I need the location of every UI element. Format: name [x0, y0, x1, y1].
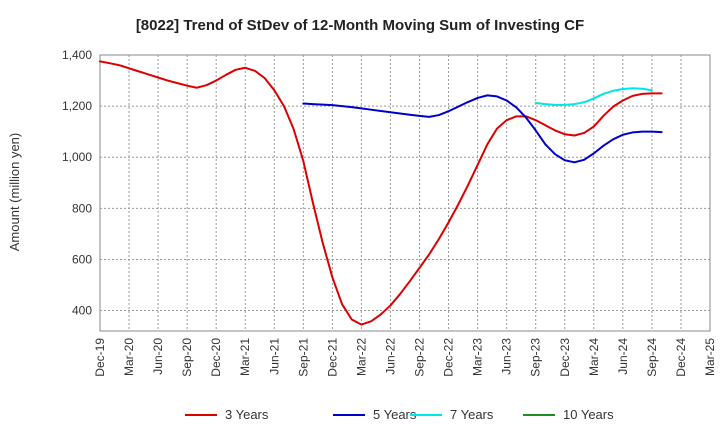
- series-line-7-years: [534, 87, 653, 106]
- x-tick-label: Jun-20: [151, 338, 165, 375]
- legend-label-10-years: 10 Years: [563, 407, 614, 422]
- x-tick-label: Mar-25: [703, 338, 717, 376]
- x-tick-label: Dec-24: [674, 338, 688, 377]
- y-tick-label: 1,200: [62, 99, 92, 113]
- x-tick-label: Sep-20: [180, 338, 194, 377]
- x-tick-label: Sep-23: [529, 338, 543, 377]
- y-tick-label: 400: [72, 304, 92, 318]
- x-tick-label: Mar-24: [587, 338, 601, 376]
- x-tick-label: Sep-22: [413, 338, 427, 377]
- legend-label-5-years: 5 Years: [373, 407, 417, 422]
- x-tick-label: Sep-24: [645, 338, 659, 377]
- x-tick-label: Jun-24: [616, 338, 630, 375]
- x-tick-label: Mar-21: [238, 338, 252, 376]
- x-tick-label: Dec-21: [325, 338, 339, 377]
- x-tick-label: Jun-23: [500, 338, 514, 375]
- x-tick-label: Mar-23: [471, 338, 485, 376]
- x-tick-label: Sep-21: [296, 338, 310, 377]
- legend-label-7-years: 7 Years: [450, 407, 494, 422]
- y-tick-label: 1,400: [62, 48, 92, 62]
- x-tick-label: Jun-22: [383, 338, 397, 375]
- plot-area: Dec-19 Mar-20 Jun-20 Sep-20 Dec-20 Mar-21 Jun-…: [62, 48, 717, 377]
- x-tick-label: Dec-20: [209, 338, 223, 377]
- series-line-5-years: [302, 94, 663, 164]
- plot-frame: [99, 54, 711, 332]
- x-tick-label: Jun-21: [267, 338, 281, 375]
- legend-label-3-years: 3 Years: [225, 407, 269, 422]
- y-tick-label: 1,000: [62, 150, 92, 164]
- legend: 3 Years 5 Years 7 Years 10 Years: [185, 407, 614, 422]
- x-tick-label: Dec-23: [558, 338, 572, 377]
- chart-title: [8022] Trend of StDev of 12-Month Moving…: [136, 17, 584, 34]
- x-tick-label: Mar-22: [354, 338, 368, 376]
- y-axis-label: Amount (million yen): [7, 133, 22, 252]
- x-tick-label: Mar-20: [122, 338, 136, 376]
- x-tick-label: Dec-22: [442, 338, 456, 377]
- series-line-3-years: [99, 60, 663, 326]
- y-tick-label: 600: [72, 252, 92, 266]
- y-tick-label: 800: [72, 201, 92, 215]
- x-tick-label: Dec-19: [93, 338, 107, 377]
